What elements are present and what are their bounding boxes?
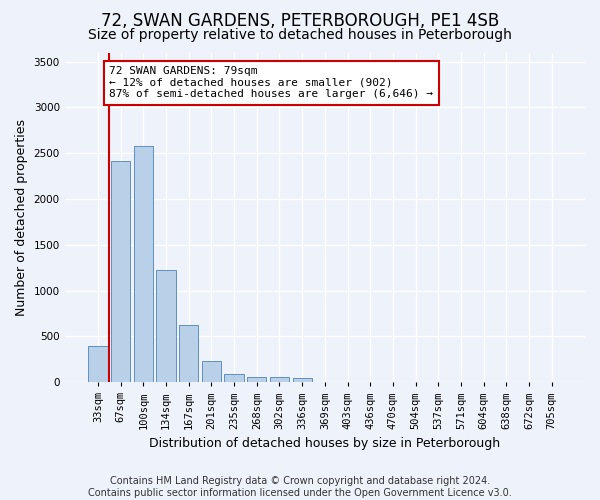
Bar bbox=[88, 346, 107, 382]
Bar bbox=[157, 270, 176, 382]
Text: Size of property relative to detached houses in Peterborough: Size of property relative to detached ho… bbox=[88, 28, 512, 42]
X-axis label: Distribution of detached houses by size in Peterborough: Distribution of detached houses by size … bbox=[149, 437, 500, 450]
Y-axis label: Number of detached properties: Number of detached properties bbox=[15, 119, 28, 316]
Bar bbox=[179, 326, 199, 382]
Bar bbox=[224, 374, 244, 382]
Bar bbox=[134, 146, 153, 382]
Bar bbox=[247, 377, 266, 382]
Text: 72, SWAN GARDENS, PETERBOROUGH, PE1 4SB: 72, SWAN GARDENS, PETERBOROUGH, PE1 4SB bbox=[101, 12, 499, 30]
Bar bbox=[293, 378, 312, 382]
Bar bbox=[270, 377, 289, 382]
Bar bbox=[111, 160, 130, 382]
Text: 72 SWAN GARDENS: 79sqm
← 12% of detached houses are smaller (902)
87% of semi-de: 72 SWAN GARDENS: 79sqm ← 12% of detached… bbox=[109, 66, 433, 100]
Bar bbox=[202, 360, 221, 382]
Text: Contains HM Land Registry data © Crown copyright and database right 2024.
Contai: Contains HM Land Registry data © Crown c… bbox=[88, 476, 512, 498]
